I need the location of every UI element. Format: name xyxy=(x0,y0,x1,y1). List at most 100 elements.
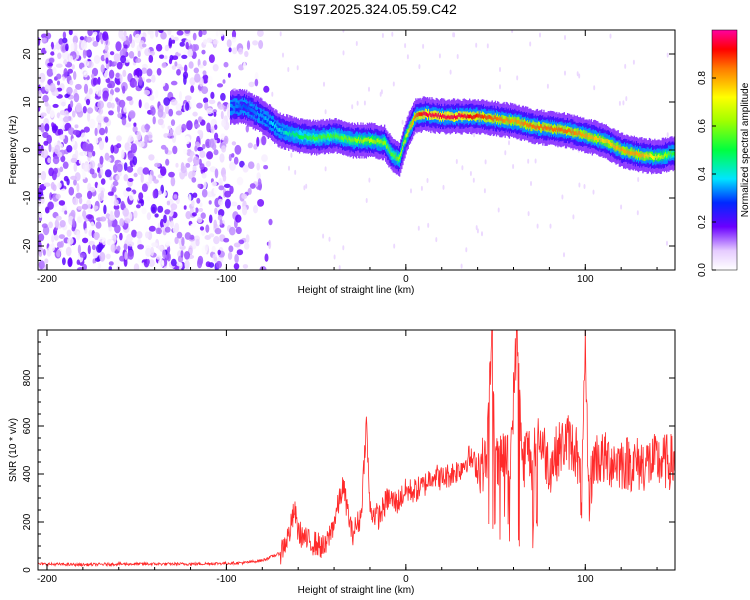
noise-cell xyxy=(145,247,152,257)
noise-cell xyxy=(222,174,227,182)
signal-cell xyxy=(240,101,243,111)
noise-cell xyxy=(342,30,345,33)
noise-cell xyxy=(52,125,59,131)
noise-cell xyxy=(72,110,76,118)
noise-cell xyxy=(264,253,269,262)
noise-cell xyxy=(43,140,49,146)
noise-cell xyxy=(191,177,197,183)
signal-cell xyxy=(401,149,403,154)
noise-cell xyxy=(59,98,67,107)
noise-cell xyxy=(72,129,80,136)
signal-cell xyxy=(447,114,449,119)
noise-cell xyxy=(191,212,197,217)
noise-cell xyxy=(124,122,132,128)
signal-cell xyxy=(460,114,462,119)
signal-cell xyxy=(317,136,319,141)
noise-cell xyxy=(221,145,227,153)
noise-cell xyxy=(38,90,42,99)
signal-cell xyxy=(464,114,466,119)
signal-cell xyxy=(458,113,460,117)
noise-cell xyxy=(158,30,164,34)
signal-cell xyxy=(331,134,333,138)
noise-cell xyxy=(184,64,188,73)
noise-cell xyxy=(197,217,203,224)
noise-cell xyxy=(103,204,107,215)
noise-cell xyxy=(108,214,116,221)
noise-cell xyxy=(115,41,122,52)
noise-cell xyxy=(112,260,120,266)
noise-cell xyxy=(203,39,208,45)
signal-cell xyxy=(443,114,445,119)
signal-cell xyxy=(291,132,293,137)
signal-cell xyxy=(300,135,302,140)
noise-cell xyxy=(53,167,58,175)
noise-cell xyxy=(57,52,62,60)
noise-cell xyxy=(133,122,137,127)
signal-cell xyxy=(478,113,480,118)
noise-cell xyxy=(162,249,166,259)
signal-cell xyxy=(422,111,424,116)
noise-cell xyxy=(64,210,68,215)
signal-cell xyxy=(544,124,546,129)
noise-cell xyxy=(152,189,157,199)
signal-cell xyxy=(662,155,665,159)
signal-cell xyxy=(305,134,307,138)
signal-cell xyxy=(319,135,321,139)
noise-cell xyxy=(212,63,219,72)
noise-cell xyxy=(99,216,107,222)
noise-cell xyxy=(100,64,105,73)
noise-cell xyxy=(342,245,345,251)
noise-cell xyxy=(136,231,143,239)
noise-cell xyxy=(231,141,237,146)
noise-cell xyxy=(213,149,219,156)
noise-cell xyxy=(486,43,489,49)
noise-cell xyxy=(205,224,210,233)
noise-cell xyxy=(93,137,99,144)
noise-cell xyxy=(202,70,207,76)
noise-cell xyxy=(592,189,595,195)
noise-cell xyxy=(170,80,178,86)
signal-cell xyxy=(610,142,612,147)
noise-cell xyxy=(70,157,78,163)
x-tick-label: 0 xyxy=(403,274,409,285)
signal-cell xyxy=(428,113,430,118)
signal-cell xyxy=(652,155,654,160)
noise-cell xyxy=(322,233,325,239)
signal-cell xyxy=(534,125,536,130)
noise-cell xyxy=(183,148,188,155)
noise-cell xyxy=(197,258,203,269)
noise-cell xyxy=(245,125,249,133)
noise-cell xyxy=(148,174,153,185)
noise-cell xyxy=(220,92,226,101)
noise-cell xyxy=(213,187,218,195)
noise-cell xyxy=(48,57,55,64)
noise-cell xyxy=(123,162,128,172)
noise-cell xyxy=(68,257,73,267)
signal-cell xyxy=(598,133,600,143)
noise-cell xyxy=(194,145,198,152)
noise-cell xyxy=(235,226,242,235)
noise-cell xyxy=(241,193,248,199)
noise-cell xyxy=(47,201,54,210)
noise-cell xyxy=(248,81,255,88)
signal-cell xyxy=(372,139,374,144)
signal-cell xyxy=(518,119,520,124)
signal-cell xyxy=(239,104,241,108)
noise-cell xyxy=(247,161,255,169)
signal-cell xyxy=(569,128,571,133)
signal-cell xyxy=(423,111,426,116)
noise-cell xyxy=(117,104,121,113)
signal-cell xyxy=(637,151,639,156)
signal-cell xyxy=(565,129,568,134)
noise-cell xyxy=(460,263,463,269)
noise-cell xyxy=(121,149,125,159)
signal-cell xyxy=(404,139,406,144)
noise-cell xyxy=(183,205,187,210)
noise-cell xyxy=(41,223,48,229)
noise-cell xyxy=(223,237,230,243)
signal-cell xyxy=(560,127,562,132)
noise-cell xyxy=(578,182,581,188)
noise-cell xyxy=(257,178,262,186)
noise-cell xyxy=(93,205,99,210)
noise-cell xyxy=(193,156,200,166)
